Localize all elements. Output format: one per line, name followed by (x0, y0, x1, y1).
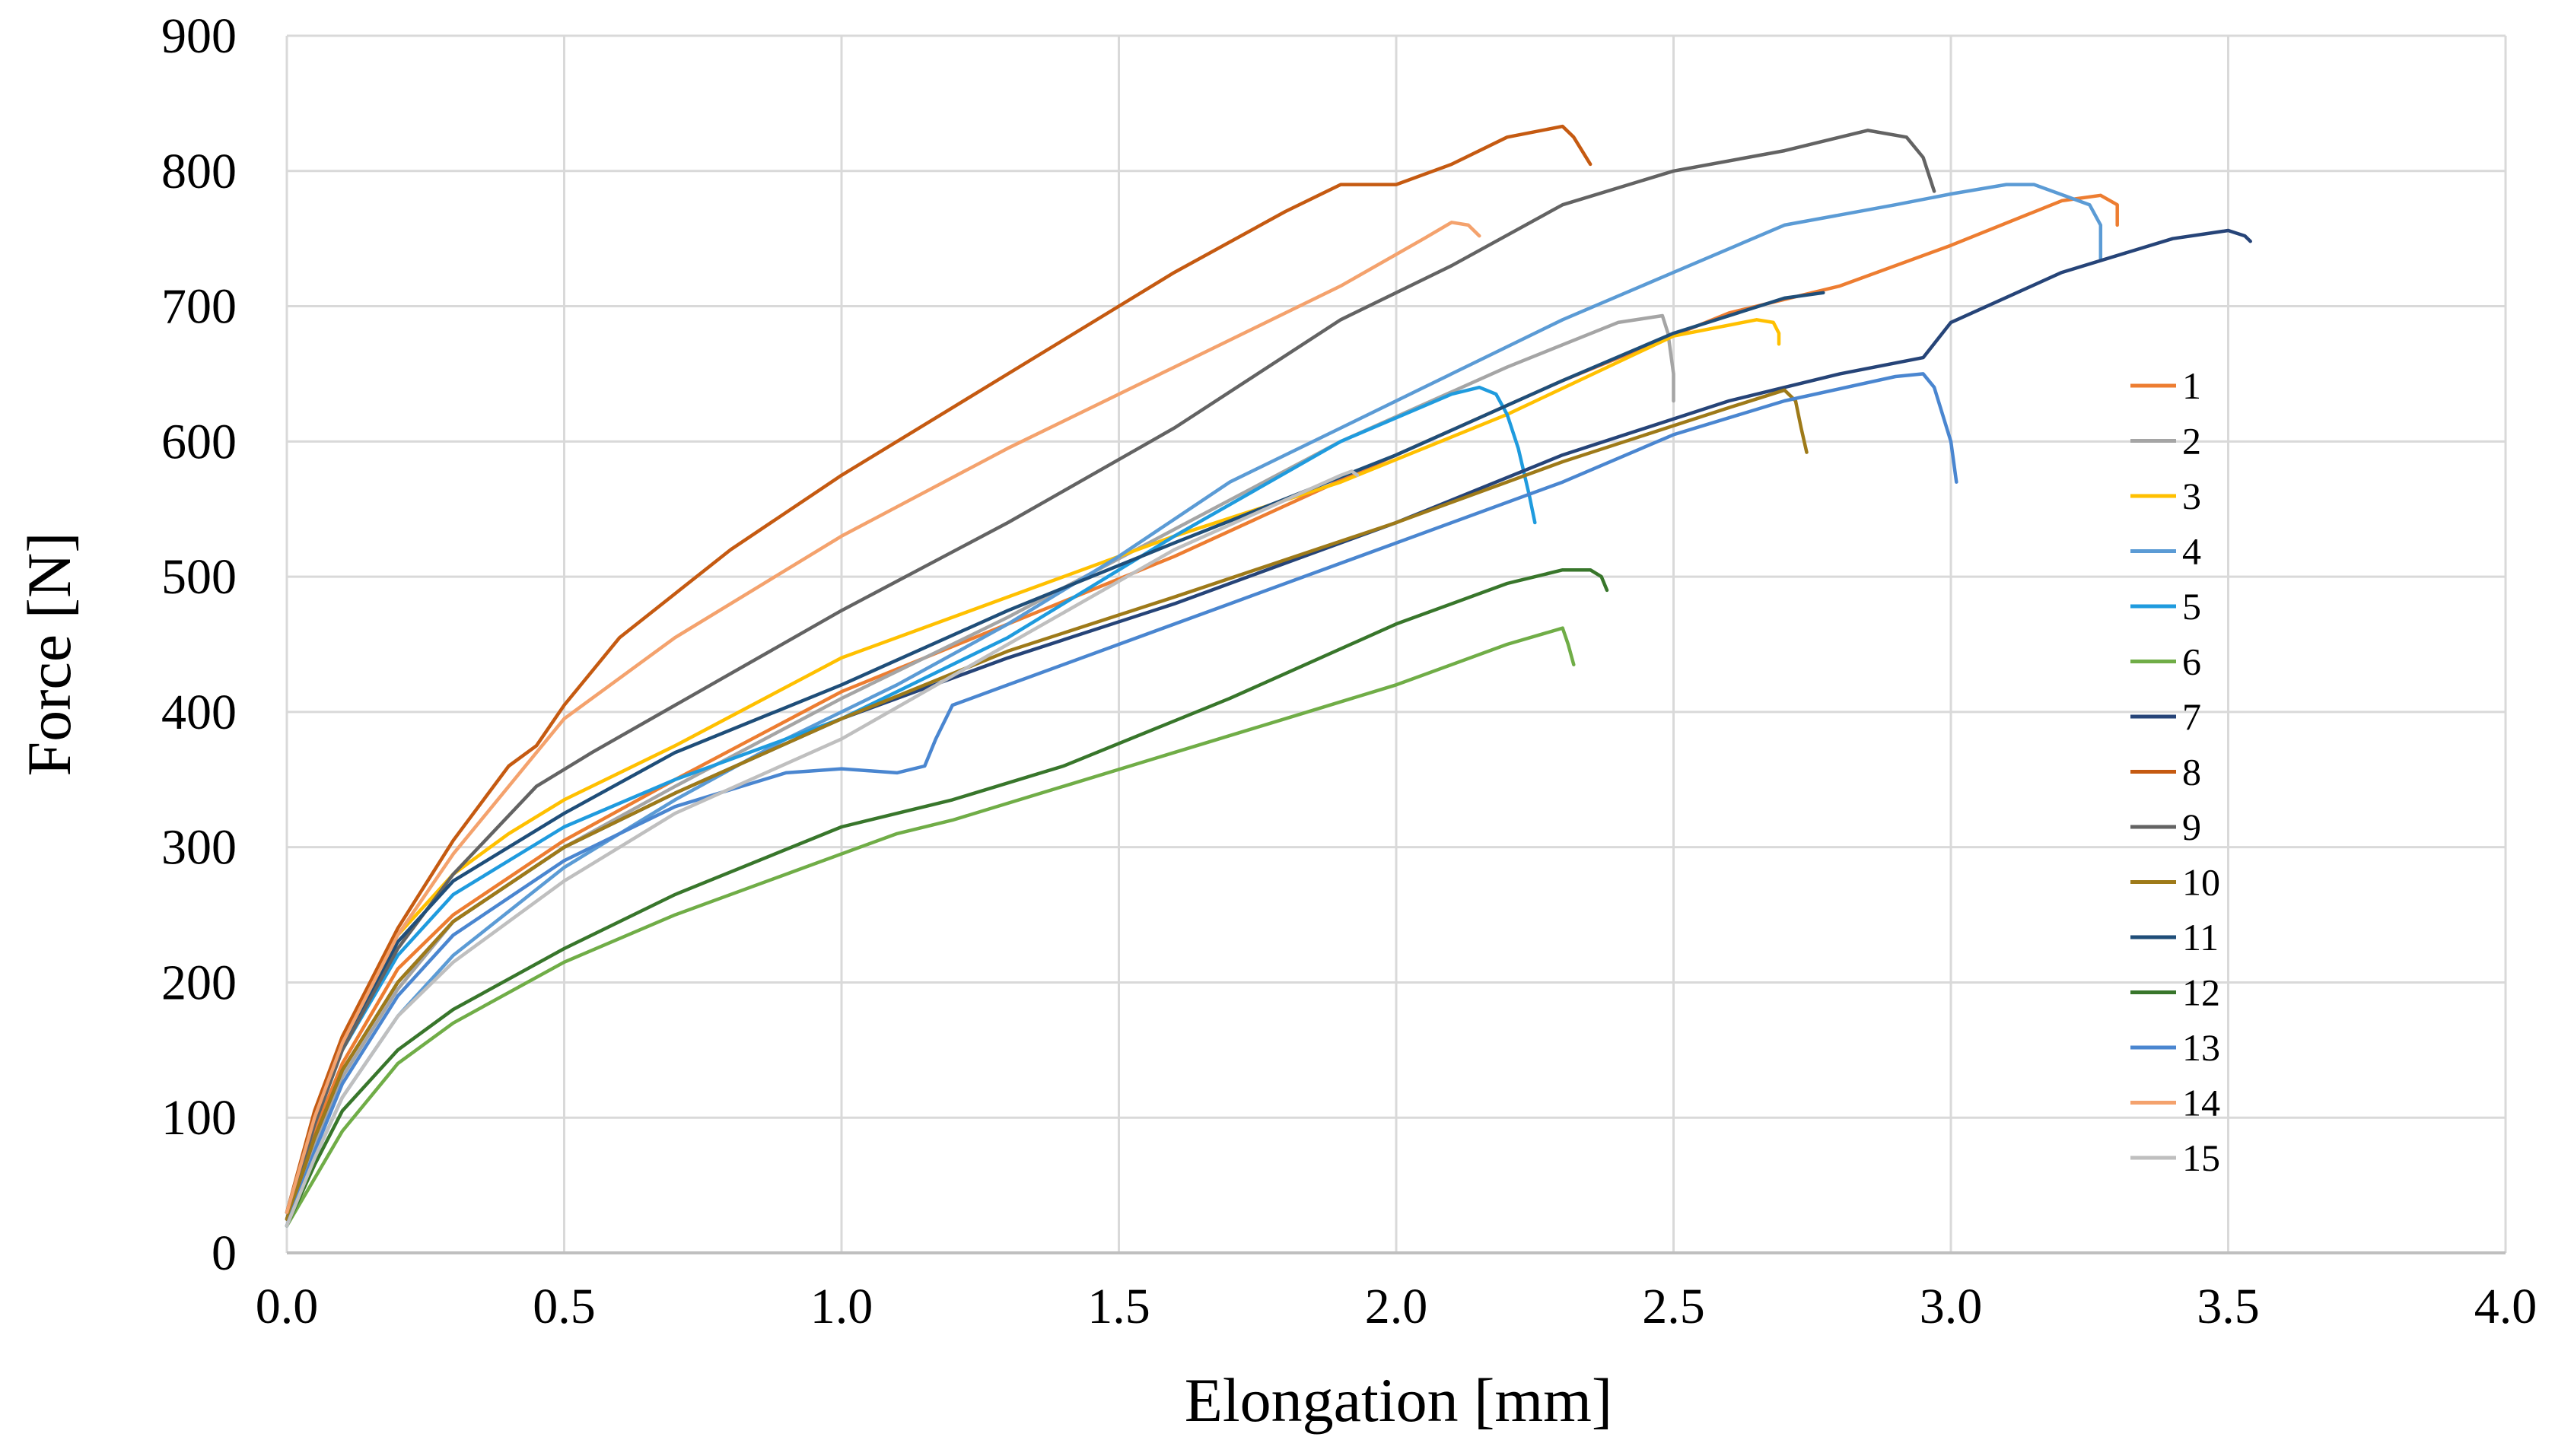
y-tick-label: 600 (161, 414, 237, 469)
x-axis-title: Elongation [mm] (1185, 1365, 1613, 1435)
x-tick-label: 4.0 (2474, 1279, 2538, 1334)
grid-lines (285, 34, 2507, 1254)
x-tick-label: 1.0 (810, 1279, 873, 1334)
y-tick-label: 500 (161, 549, 237, 605)
y-tick-label: 0 (212, 1226, 237, 1281)
series-line-11 (285, 291, 1825, 1214)
legend-label-6: 6 (2182, 641, 2201, 683)
x-tick-label: 0.0 (256, 1279, 319, 1334)
series-line-4 (285, 183, 2103, 1228)
legend-label-1: 1 (2182, 364, 2201, 407)
y-axis-ticks: 0 100 200 300 400 500 600 700 800 900 (161, 8, 237, 1281)
legend-label-5: 5 (2182, 585, 2201, 628)
y-tick-label: 800 (161, 144, 237, 199)
legend-label-12: 12 (2182, 971, 2220, 1014)
series-line-14 (285, 221, 1481, 1214)
x-tick-label: 0.5 (533, 1279, 596, 1334)
x-tick-label: 3.5 (2197, 1279, 2260, 1334)
series-line-10 (285, 388, 1809, 1221)
y-tick-label: 400 (161, 685, 237, 740)
y-tick-label: 300 (161, 820, 237, 876)
legend-label-8: 8 (2182, 751, 2201, 793)
y-tick-label: 900 (161, 8, 237, 64)
y-tick-label: 700 (161, 279, 237, 335)
series-line-12 (285, 567, 1609, 1228)
series-line-6 (285, 626, 1576, 1228)
legend-label-11: 11 (2182, 916, 2219, 958)
legend-label-13: 13 (2182, 1026, 2220, 1069)
y-tick-label: 200 (161, 955, 237, 1010)
legend-label-3: 3 (2182, 475, 2201, 517)
x-tick-label: 2.5 (1642, 1279, 1705, 1334)
legend-label-4: 4 (2182, 530, 2201, 573)
x-tick-label: 3.0 (1920, 1279, 1983, 1334)
legend-label-15: 15 (2182, 1137, 2220, 1179)
legend-label-2: 2 (2182, 420, 2201, 463)
y-tick-label: 100 (161, 1090, 237, 1146)
series-line-8 (285, 124, 1592, 1214)
series-line-13 (285, 372, 1958, 1228)
x-tick-label: 2.0 (1365, 1279, 1428, 1334)
legend-label-9: 9 (2182, 806, 2201, 848)
series-lines (285, 124, 2252, 1228)
series-line-15 (285, 469, 1360, 1228)
legend-label-14: 14 (2182, 1082, 2220, 1124)
series-line-9 (285, 129, 1936, 1221)
x-axis-ticks: 0.0 0.5 1.0 1.5 2.0 2.5 3.0 3.5 4.0 (256, 1279, 2538, 1334)
x-tick-label: 1.5 (1087, 1279, 1150, 1334)
legend-label-10: 10 (2182, 861, 2220, 904)
series-line-5 (285, 385, 1537, 1214)
series-line-1 (285, 193, 2119, 1221)
y-axis-title: Force [N] (14, 532, 84, 776)
legend-label-7: 7 (2182, 695, 2201, 738)
series-line-2 (285, 313, 1675, 1228)
